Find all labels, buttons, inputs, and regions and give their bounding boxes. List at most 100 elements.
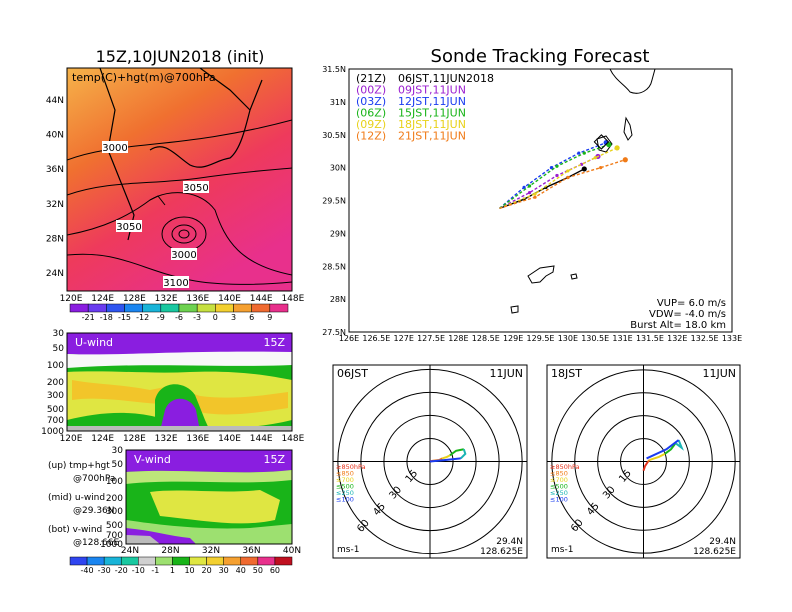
lon-tick-label: 120E <box>60 294 83 304</box>
hodograph-time: 06JST <box>337 367 368 380</box>
pressure-tick-label: 500 <box>106 521 123 531</box>
lat-tick-label: 36N <box>242 546 260 556</box>
hodograph-date: 11JUN <box>702 367 736 380</box>
colorbar-label: 10 <box>184 566 194 575</box>
lat-tick-label: 30.5N <box>322 131 346 140</box>
colorbar-label: -20 <box>115 566 128 575</box>
track-point <box>527 184 532 188</box>
contour-label: 3100 <box>163 278 188 289</box>
hodograph-line <box>449 448 464 457</box>
hodograph-time: 18JST <box>551 367 582 380</box>
lon-tick-label: 129.5E <box>527 334 555 343</box>
colorbar-segment <box>87 303 107 313</box>
lon-tick-label: 144E <box>250 294 273 304</box>
level-legend: ≤250 <box>336 489 354 497</box>
hodograph-line <box>441 454 451 460</box>
lon-tick-label: 126.5E <box>362 334 390 343</box>
lon-tick-label: 130E <box>558 334 578 343</box>
note-line: (mid) u-wind <box>48 493 105 503</box>
pressure-tick-label: 200 <box>106 494 123 504</box>
lon-tick-label: 124E <box>91 434 114 444</box>
level-legend: ≤700 <box>550 476 568 484</box>
colorbar-label: 50 <box>253 566 263 575</box>
legend-time: 09JST,11JUN <box>398 84 466 97</box>
colorbar-segment <box>172 556 190 566</box>
lat-tick-label: 44N <box>46 96 64 106</box>
pressure-tick-label: 200 <box>47 378 64 388</box>
track-point <box>593 156 597 160</box>
track-point <box>555 173 559 178</box>
colorbar-label: 9 <box>267 313 272 322</box>
colorbar-label: 40 <box>236 566 246 575</box>
level-legend: ≤700 <box>336 476 354 484</box>
legend-tag: (00Z) <box>356 84 386 97</box>
colorbar-label: 1 <box>170 566 175 575</box>
hodograph-line <box>429 457 461 463</box>
hodograph-line <box>664 442 677 455</box>
colorbar-segment <box>69 556 88 566</box>
pressure-tick-label: 50 <box>112 460 124 470</box>
lon-tick-label: 128E <box>123 434 146 444</box>
lon-tick-label: 127E <box>394 334 414 343</box>
colorbar-label: -9 <box>157 313 165 322</box>
colorbar-segment <box>233 303 252 313</box>
lon-tick-label: 131E <box>612 334 632 343</box>
colorbar-segment <box>223 556 242 566</box>
colorbar-segment <box>206 556 224 566</box>
track-point <box>566 175 570 180</box>
legend-tag: (09Z) <box>356 118 386 131</box>
lat-tick-label: 30N <box>330 164 346 173</box>
colorbar-label: -18 <box>100 313 113 322</box>
lat-tick-label: 40N <box>46 131 64 141</box>
legend-tag: (21Z) <box>356 72 386 85</box>
lon-tick-label: 127.5E <box>417 334 445 343</box>
lat-tick-label: 36N <box>46 165 64 175</box>
track-point <box>582 151 586 155</box>
temperature-colorbar: -21 -18 -15 -12 -9 -6 -3 0 3 6 9 <box>69 303 289 322</box>
lon-tick-label: 140E <box>218 294 241 304</box>
colorbar-segment <box>189 556 207 566</box>
pressure-tick-label: 700 <box>106 531 123 541</box>
colorbar-label: 6 <box>249 313 254 322</box>
pressure-tick-label: 1000 <box>41 427 64 437</box>
hodograph-lat: 29.4N <box>709 537 736 547</box>
legend-time: 06JST,11JUN2018 <box>398 72 494 85</box>
u-wind-time: 15Z <box>263 336 285 349</box>
hodograph-lat: 29.4N <box>496 537 523 547</box>
level-legend: ≤850 <box>336 470 354 478</box>
pressure-tick-label: 300 <box>47 391 64 401</box>
track-point <box>577 151 581 155</box>
track-map: (21Z) 06JST,11JUN2018 (00Z) 09JST,11JUN (03Z… <box>322 65 742 343</box>
hodograph-lon: 128.625E <box>480 547 523 557</box>
lon-tick-label: 128E <box>123 294 146 304</box>
level-legend: ≥850hPa <box>550 463 580 471</box>
hodograph-lon: 128.625E <box>693 547 736 557</box>
colorbar-segment <box>257 556 276 566</box>
lat-tick-label: 28N <box>161 546 179 556</box>
hodograph-line <box>646 439 680 460</box>
legend-tag: (12Z) <box>356 130 386 143</box>
lon-tick-label: 140E <box>218 434 241 444</box>
hodograph-line <box>460 448 467 460</box>
legend-tag: (06Z) <box>356 107 386 120</box>
track-point <box>527 191 532 195</box>
note-line: @700hPa <box>73 474 115 484</box>
track-point <box>614 145 620 151</box>
lat-tick-label: 28N <box>330 295 346 304</box>
note-line: (up) tmp+hgt <box>48 461 110 471</box>
contour-label: 3050 <box>183 183 208 194</box>
lon-tick-label: 132E <box>155 434 178 444</box>
colorbar-segment <box>124 303 143 313</box>
colorbar-label: -12 <box>136 313 149 322</box>
track-point <box>522 185 526 189</box>
contour-label: 3000 <box>102 143 127 154</box>
init-title: 15Z,10JUN2018 (init) <box>96 47 265 66</box>
pressure-tick-label: 50 <box>53 344 65 354</box>
level-legend: ≤100 <box>336 496 354 504</box>
lat-tick-label: 32N <box>202 546 220 556</box>
colorbar-label: -1 <box>151 566 159 575</box>
colorbar-label: 60 <box>270 566 280 575</box>
note-line: (bot) v-wind <box>48 525 102 535</box>
lon-tick-label: 136E <box>186 294 209 304</box>
